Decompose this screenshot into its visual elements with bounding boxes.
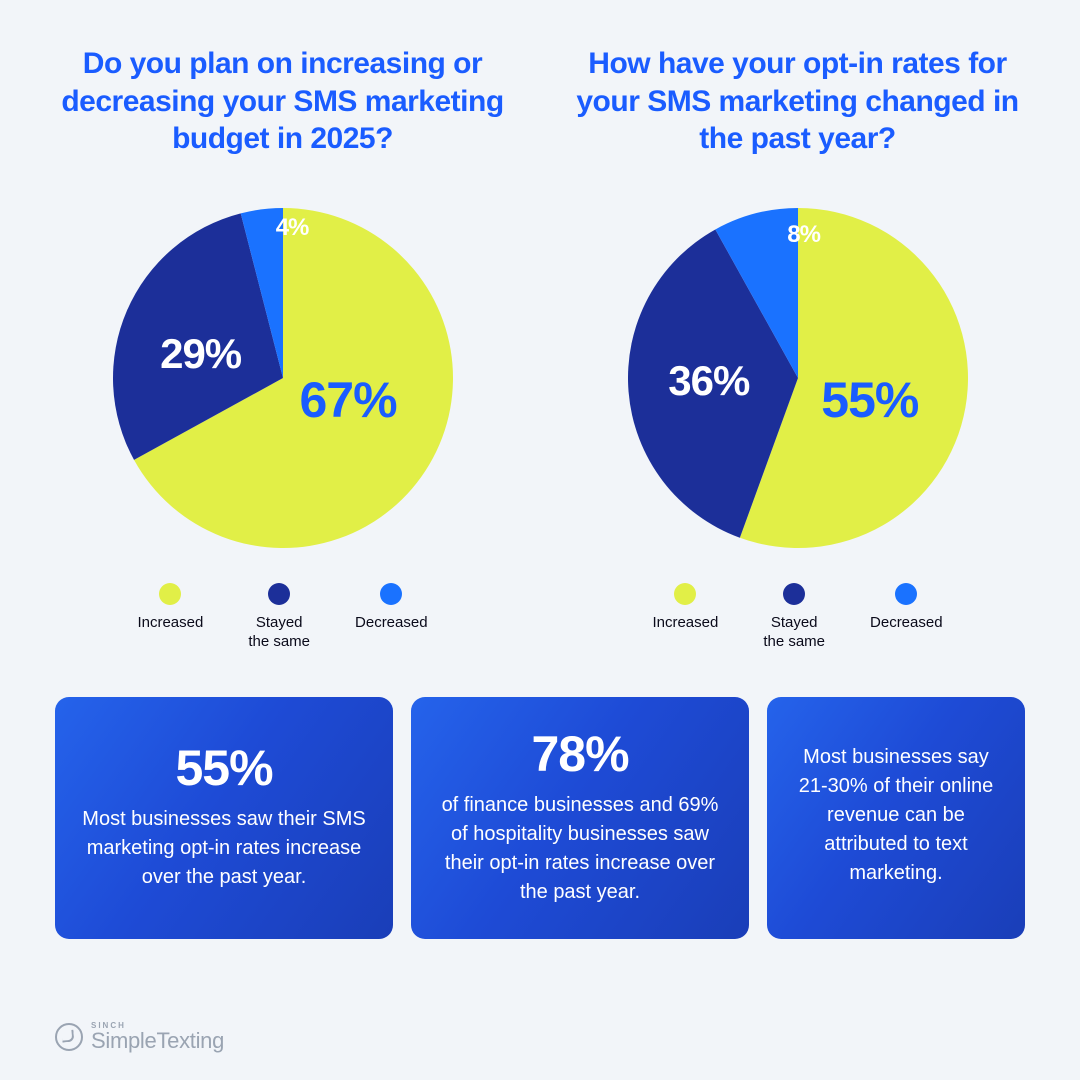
stats-row: 55% Most businesses saw their SMS marketi…: [55, 697, 1025, 939]
chart-title-left: Do you plan on increasing or decreasing …: [55, 45, 510, 158]
legend-dot: [674, 583, 696, 605]
charts-row: Do you plan on increasing or decreasing …: [55, 45, 1025, 652]
pie-label: 4%: [276, 214, 309, 242]
pie-chart-right: 55% 36% 8%: [628, 208, 968, 548]
stat-card: Most businesses say 21-30% of their onli…: [767, 697, 1025, 939]
stat-card-text: Most businesses say 21-30% of their onli…: [791, 743, 1001, 888]
legend-item: Decreased: [355, 583, 428, 652]
stat-card-text: of finance businesses and 69% of hospita…: [435, 791, 725, 907]
legend-item: Increased: [652, 583, 718, 652]
stat-card: 55% Most businesses saw their SMS marketi…: [55, 697, 393, 939]
legend-dot: [380, 583, 402, 605]
legend-dot: [895, 583, 917, 605]
stat-card-headline: 78%: [435, 725, 725, 783]
pie-label: 8%: [787, 221, 820, 249]
pie-label: 55%: [821, 371, 918, 429]
legend-label: Decreased: [355, 613, 428, 633]
pie-label: 36%: [668, 357, 749, 405]
stat-card-headline: 55%: [79, 739, 369, 797]
pie-label: 67%: [300, 371, 397, 429]
brand-text: SINCH SimpleTexting: [91, 1022, 224, 1052]
stat-card-text: Most businesses saw their SMS marketing …: [79, 805, 369, 892]
chart-title-right: How have your opt-in rates for your SMS …: [570, 45, 1025, 158]
brand-main: SimpleTexting: [91, 1030, 224, 1052]
legend-label: Decreased: [870, 613, 943, 633]
legend-label: Increased: [137, 613, 203, 633]
legend-label: Increased: [652, 613, 718, 633]
legend-dot: [268, 583, 290, 605]
brand-icon: [55, 1023, 83, 1051]
pie-chart-left: 67% 29% 4%: [113, 208, 453, 548]
legend-item: Stayedthe same: [763, 583, 825, 652]
legend-left: Increased Stayedthe same Decreased: [137, 583, 427, 652]
chart-panel-left: Do you plan on increasing or decreasing …: [55, 45, 510, 652]
legend-right: Increased Stayedthe same Decreased: [652, 583, 942, 652]
legend-item: Decreased: [870, 583, 943, 652]
legend-item: Increased: [137, 583, 203, 652]
legend-dot: [159, 583, 181, 605]
chart-panel-right: How have your opt-in rates for your SMS …: [570, 45, 1025, 652]
legend-label: Stayedthe same: [248, 613, 310, 652]
legend-dot: [783, 583, 805, 605]
legend-label: Stayedthe same: [763, 613, 825, 652]
stat-card: 78% of finance businesses and 69% of hosp…: [411, 697, 749, 939]
legend-item: Stayedthe same: [248, 583, 310, 652]
brand-logo: SINCH SimpleTexting: [55, 1022, 224, 1052]
pie-label: 29%: [160, 330, 241, 378]
